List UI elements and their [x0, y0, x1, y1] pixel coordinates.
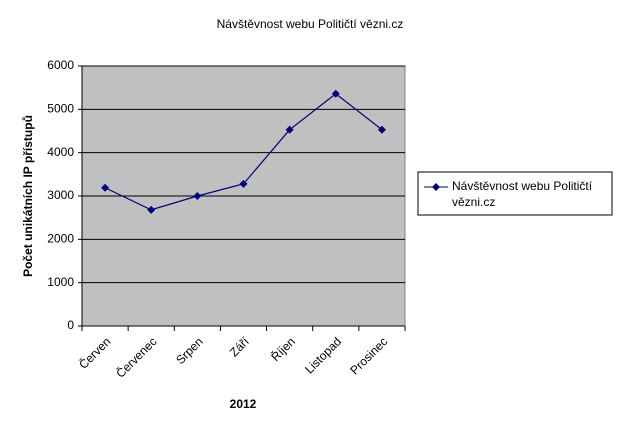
legend-label-box: Návštěvnost webu Političtí vězni.cz: [452, 179, 593, 209]
x-tick-label: Říjen: [268, 334, 298, 364]
x-tick-label: Červenec: [113, 334, 160, 381]
point: [193, 192, 202, 200]
x-tick-label: Červen: [75, 334, 113, 372]
point: [101, 183, 110, 192]
point: [239, 179, 248, 188]
y-tick-label: 4000: [47, 145, 74, 159]
x-tick-label: Srpen: [173, 334, 206, 367]
legend-label: Návštěvnost webu Političtí vězni.cz: [452, 179, 593, 209]
legend-marker: [432, 183, 440, 191]
point: [331, 89, 340, 98]
y-tick-label: 5000: [47, 102, 74, 116]
y-tick-label: 3000: [47, 188, 74, 202]
x-axis-title: 2012: [230, 397, 257, 411]
y-tick-label: 1000: [47, 275, 74, 289]
y-tick-label: 6000: [47, 58, 74, 72]
x-tick-label: Září: [227, 334, 252, 359]
y-axis-title: Počet unikátních IP přístupů: [21, 115, 35, 277]
point: [147, 205, 156, 214]
point: [377, 125, 386, 134]
x-tick-label: Prosinec: [347, 334, 390, 377]
legend: [417, 171, 613, 216]
point: [285, 125, 294, 134]
y-tick-label: 0: [67, 318, 74, 332]
y-tick-label: 2000: [47, 232, 74, 246]
x-tick-label: Listopad: [302, 334, 344, 376]
chart-title: Návštěvnost webu Političtí vězni.cz: [217, 17, 404, 31]
